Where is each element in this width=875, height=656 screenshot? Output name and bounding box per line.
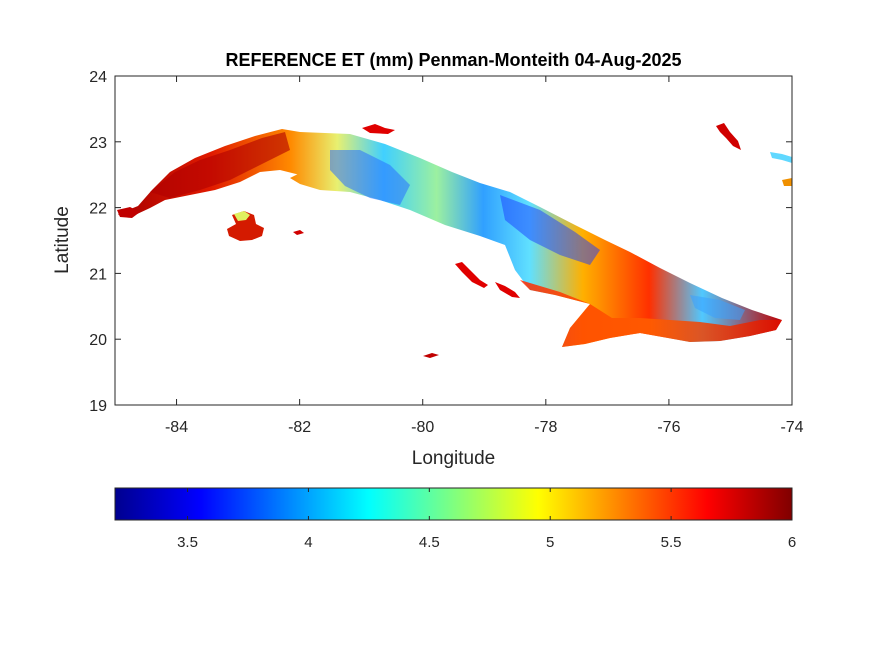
plot-background bbox=[115, 76, 792, 405]
y-axis: 19 20 21 22 23 24 bbox=[89, 69, 792, 415]
x-axis: -84 -82 -80 -78 -76 -74 bbox=[165, 76, 804, 436]
colorbar-tick-label: 5.5 bbox=[661, 534, 682, 551]
x-tick-label: -76 bbox=[657, 419, 680, 436]
y-tick-label: 21 bbox=[89, 266, 107, 283]
colorbar: 3.5 4 4.5 5 5.5 6 bbox=[114, 487, 796, 551]
x-tick-label: -84 bbox=[165, 419, 188, 436]
western-hot-zone bbox=[150, 132, 290, 198]
colorbar-tick-label: 5 bbox=[546, 534, 554, 551]
central-cool-zone bbox=[330, 150, 410, 205]
isla-de-la-juventud bbox=[227, 211, 264, 241]
chart-title: REFERENCE ET (mm) Penman-Monteith 04-Aug… bbox=[225, 50, 681, 70]
southern-coast-band bbox=[520, 280, 782, 347]
western-tip bbox=[117, 207, 140, 218]
x-axis-label: Longitude bbox=[412, 448, 495, 469]
colorbar-tick-label: 3.5 bbox=[177, 534, 198, 551]
cays-southern-1 bbox=[455, 262, 488, 288]
y-tick-label: 23 bbox=[89, 135, 107, 152]
colorbar-gradient bbox=[114, 487, 793, 521]
x-tick-label: -80 bbox=[411, 419, 434, 436]
y-axis-label: Latitude bbox=[52, 206, 73, 274]
y-tick-label: 24 bbox=[89, 69, 107, 86]
plot-frame bbox=[114, 75, 793, 406]
colorbar-tick-label: 4 bbox=[304, 534, 312, 551]
camaguey-cool-zone bbox=[500, 195, 600, 265]
hispaniola-edge-1 bbox=[716, 123, 741, 150]
hispaniola-edge-3 bbox=[782, 178, 792, 186]
colorbar-tick-label: 4.5 bbox=[419, 534, 440, 551]
colorbar-ticks: 3.5 4 4.5 5 5.5 6 bbox=[177, 488, 796, 551]
y-tick-label: 22 bbox=[89, 201, 107, 218]
x-tick-label: -82 bbox=[288, 419, 311, 436]
cay-south-small bbox=[423, 353, 439, 358]
colorbar-tick-label: 6 bbox=[788, 534, 796, 551]
map-plot bbox=[114, 75, 793, 406]
cay-west-small bbox=[293, 230, 304, 235]
cays-north-central bbox=[362, 124, 395, 134]
y-tick-label: 20 bbox=[89, 332, 107, 349]
eastern-cool-zone bbox=[690, 295, 745, 320]
isla-north-yellow bbox=[234, 211, 250, 221]
cays-southern-2 bbox=[495, 282, 520, 298]
cuba-main-island bbox=[118, 129, 782, 347]
x-tick-label: -78 bbox=[534, 419, 557, 436]
x-tick-label: -74 bbox=[780, 419, 803, 436]
hispaniola-edge-2 bbox=[770, 152, 792, 163]
y-tick-label: 19 bbox=[89, 398, 107, 415]
et-raster bbox=[117, 123, 792, 358]
